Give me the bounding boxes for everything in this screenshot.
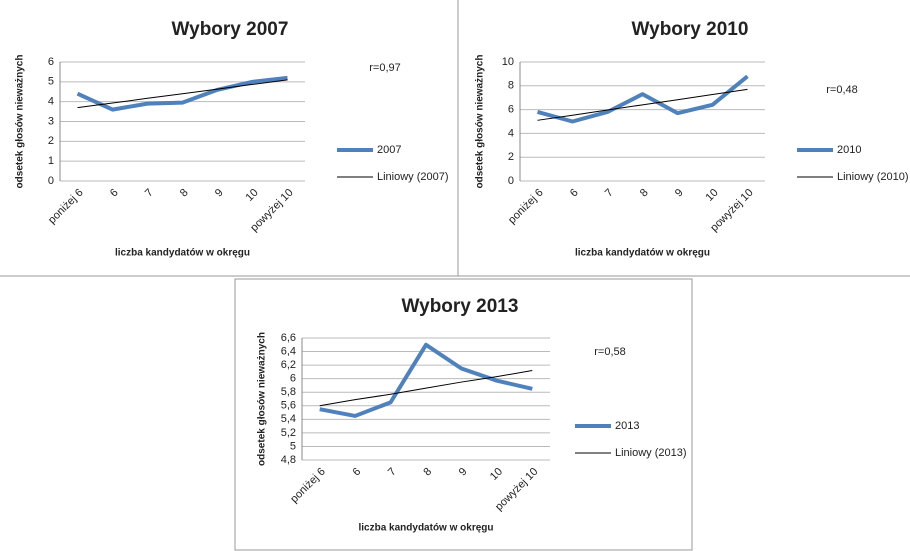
y-tick-label: 0 — [508, 175, 514, 187]
y-tick-label: 4 — [48, 96, 54, 108]
y-axis-title: odsetek głosów nieważnych — [475, 55, 486, 189]
y-tick-label: 8 — [508, 80, 514, 92]
x-axis-title: liczba kandydatów w okręgu — [575, 248, 710, 259]
y-tick-label: 5,2 — [281, 427, 296, 439]
x-tick-label: 10 — [488, 466, 505, 483]
y-tick-label: 5 — [290, 440, 296, 452]
x-tick-label: 9 — [673, 187, 686, 200]
x-tick-label: 8 — [421, 466, 434, 479]
y-axis-title: odsetek głosów nieważnych — [15, 55, 26, 189]
x-axis-title: liczba kandydatów w okręgu — [358, 523, 493, 534]
y-tick-label: 1 — [48, 155, 54, 167]
y-tick-label: 5 — [48, 76, 54, 88]
y-tick-label: 10 — [502, 56, 514, 68]
y-tick-label: 0 — [48, 175, 54, 187]
y-tick-label: 3 — [48, 115, 54, 127]
x-tick-label: 10 — [244, 187, 261, 204]
data-line — [319, 342, 533, 418]
legend-label: 2007 — [377, 144, 401, 156]
x-tick-label: poniżej 6 — [506, 187, 546, 227]
trend-line — [77, 79, 288, 109]
x-tick-label: 6 — [351, 466, 364, 479]
y-tick-label: 5,6 — [281, 400, 296, 412]
legend-label: Liniowy (2007) — [377, 171, 449, 183]
y-tick-label: 5,8 — [281, 386, 296, 398]
y-tick-label: 6 — [48, 56, 54, 68]
y-tick-label: 4,8 — [281, 454, 296, 466]
trend-line — [537, 88, 748, 121]
x-tick-label: 6 — [568, 187, 581, 200]
x-tick-label: 8 — [638, 187, 651, 200]
x-tick-label: 6 — [108, 187, 121, 200]
legend-label: Liniowy (2010) — [837, 171, 909, 183]
y-tick-label: 2 — [508, 151, 514, 163]
x-tick-label: 9 — [213, 187, 226, 200]
y-tick-label: 4 — [508, 127, 514, 139]
x-tick-label: poniżej 6 — [46, 187, 86, 227]
data-line — [536, 74, 749, 124]
chart-title: Wybory 2013 — [402, 296, 519, 317]
y-tick-label: 6,4 — [281, 345, 296, 357]
annotation: r=0,58 — [594, 346, 626, 358]
annotation: r=0,48 — [826, 84, 858, 96]
x-tick-label: 9 — [457, 466, 470, 479]
chart-title: Wybory 2010 — [632, 19, 749, 40]
chart-title: Wybory 2007 — [172, 19, 289, 40]
legend-label: 2013 — [615, 420, 639, 432]
annotation: r=0,97 — [369, 62, 401, 74]
x-tick-label: 7 — [143, 187, 156, 200]
y-tick-label: 6 — [508, 104, 514, 116]
y-tick-label: 5,4 — [281, 413, 296, 425]
y-tick-label: 6,6 — [281, 332, 296, 344]
x-tick-label: 8 — [178, 187, 191, 200]
x-tick-label: poniżej 6 — [288, 466, 328, 506]
panel-frame — [234, 278, 693, 551]
data-line — [76, 75, 288, 112]
x-tick-label: 7 — [386, 466, 399, 479]
x-tick-label: 10 — [704, 187, 721, 204]
y-tick-label: 6,2 — [281, 359, 296, 371]
legend-label: Liniowy (2013) — [615, 447, 687, 459]
x-tick-label: 7 — [603, 187, 616, 200]
trend-line — [319, 370, 533, 407]
y-tick-label: 6 — [290, 373, 296, 385]
y-axis-title: odsetek głosów nieważnych — [257, 332, 268, 466]
legend-label: 2010 — [837, 144, 861, 156]
y-tick-label: 2 — [48, 135, 54, 147]
x-axis-title: liczba kandydatów w okręgu — [115, 248, 250, 259]
